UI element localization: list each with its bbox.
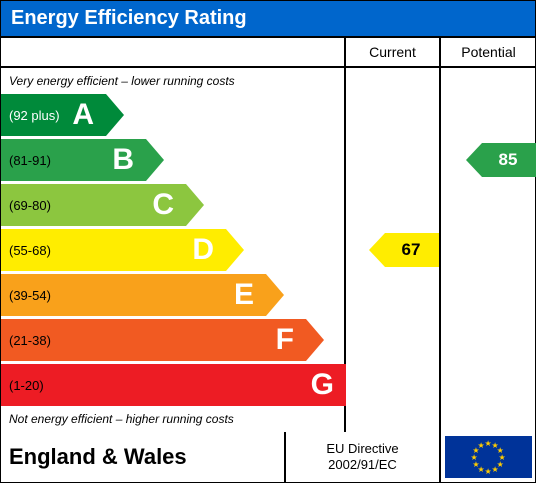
band-row-g: (1-20) G — [1, 364, 344, 406]
band-letter-e: E — [234, 278, 254, 312]
potential-arrow-value: 85 — [482, 143, 536, 177]
current-arrow: 67 — [369, 233, 439, 267]
band-range-b: (81-91) — [9, 153, 51, 168]
potential-column: 85 — [441, 68, 536, 432]
col-head-potential: Potential — [441, 38, 536, 68]
band-row-e: (39-54) E — [1, 274, 344, 316]
col-head-current: Current — [346, 38, 441, 68]
band-chevron-a — [106, 94, 124, 136]
band-range-f: (21-38) — [9, 333, 51, 348]
potential-arrow: 85 — [466, 143, 536, 177]
eu-flag-cell: ★★★★★★★★★★★★ — [441, 432, 536, 482]
directive-label: EU Directive 2002/91/EC — [286, 432, 441, 482]
current-arrow-value: 67 — [385, 233, 439, 267]
region-label: England & Wales — [1, 432, 286, 482]
band-row-f: (21-38) F — [1, 319, 344, 361]
band-chevron-b — [146, 139, 164, 181]
band-letter-f: F — [276, 323, 294, 357]
chart-title: Energy Efficiency Rating — [1, 1, 535, 36]
band-letter-a: A — [72, 98, 94, 132]
band-chevron-c — [186, 184, 204, 226]
band-bar-a: (92 plus) A — [1, 94, 106, 136]
band-bar-b: (81-91) B — [1, 139, 146, 181]
band-chevron-d — [226, 229, 244, 271]
band-row-b: (81-91) B — [1, 139, 344, 181]
band-bar-d: (55-68) D — [1, 229, 226, 271]
band-letter-d: D — [192, 233, 214, 267]
bands-column: Very energy efficient – lower running co… — [1, 68, 346, 432]
band-bar-f: (21-38) F — [1, 319, 306, 361]
band-range-e: (39-54) — [9, 288, 51, 303]
region-text: England & Wales — [9, 444, 187, 470]
directive-line2: 2002/91/EC — [328, 457, 397, 473]
eu-star: ★ — [478, 441, 485, 450]
directive-line1: EU Directive — [326, 441, 398, 457]
current-column: 67 — [346, 68, 441, 432]
band-range-d: (55-68) — [9, 243, 51, 258]
band-range-g: (1-20) — [9, 378, 44, 393]
band-row-c: (69-80) C — [1, 184, 344, 226]
subtitle-bottom: Not energy efficient – higher running co… — [1, 406, 344, 432]
band-letter-c: C — [152, 188, 174, 222]
band-row-d: (55-68) D — [1, 229, 344, 271]
band-letter-b: B — [112, 143, 134, 177]
potential-arrow-tip — [466, 143, 482, 177]
subtitle-top: Very energy efficient – lower running co… — [1, 68, 344, 94]
band-letter-g: G — [311, 368, 334, 402]
band-chevron-e — [266, 274, 284, 316]
band-chevron-f — [306, 319, 324, 361]
band-bar-g: (1-20) G — [1, 364, 346, 406]
current-arrow-tip — [369, 233, 385, 267]
footer: England & Wales EU Directive 2002/91/EC … — [1, 432, 535, 482]
eu-flag-stars: ★★★★★★★★★★★★ — [469, 437, 509, 477]
bars-container: (92 plus) A (81-91) B (69-80) C (55-68) D (39-54… — [1, 94, 344, 406]
chart-grid: Current Potential Very energy efficient … — [1, 36, 535, 432]
epc-chart: Energy Efficiency Rating Current Potenti… — [0, 0, 536, 483]
col-head-empty — [1, 38, 346, 68]
band-range-a: (92 plus) — [9, 108, 60, 123]
band-bar-e: (39-54) E — [1, 274, 266, 316]
eu-flag: ★★★★★★★★★★★★ — [445, 436, 532, 478]
eu-star: ★ — [492, 465, 499, 474]
eu-star: ★ — [485, 467, 492, 476]
band-bar-c: (69-80) C — [1, 184, 186, 226]
band-row-a: (92 plus) A — [1, 94, 344, 136]
band-range-c: (69-80) — [9, 198, 51, 213]
